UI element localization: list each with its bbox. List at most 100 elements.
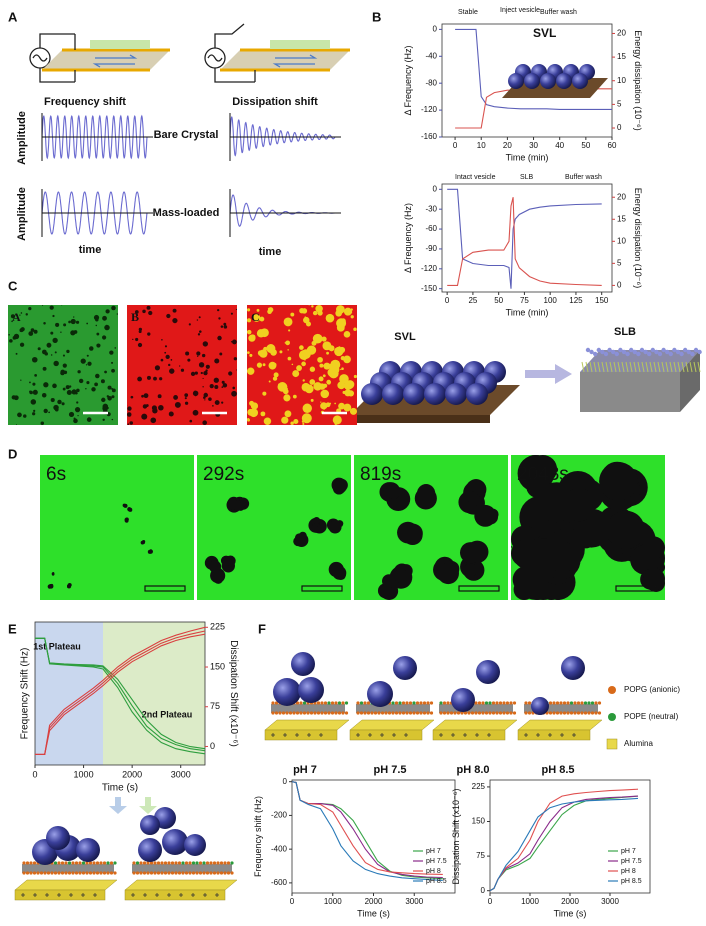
substrate-side: [350, 415, 490, 423]
x-tick-label: 2000: [365, 897, 383, 906]
micrograph-spot: [302, 403, 312, 413]
lipid-tail: [677, 361, 681, 373]
headgroup: [359, 711, 364, 715]
micrograph-spot: [146, 375, 151, 380]
charge-sign: [463, 733, 467, 737]
micrograph-spot: [28, 331, 34, 336]
domain: [642, 536, 666, 560]
domain: [298, 531, 307, 540]
micrograph-spot: [299, 345, 304, 350]
scale-bar: [458, 585, 500, 592]
x-tick-label: 75: [520, 296, 529, 305]
headgroup: [295, 711, 300, 715]
micrograph-spot: [137, 376, 142, 382]
micrograph-spot: [256, 329, 266, 338]
micrograph-spot: [76, 401, 79, 404]
micrograph-spot: [94, 382, 98, 387]
headgroup: [212, 871, 217, 875]
micrograph-spot: [323, 362, 331, 370]
headgroup: [57, 871, 61, 875]
micrograph-spot: [96, 343, 101, 348]
annotation: Buffer wash: [565, 174, 602, 181]
time-label: 2043s: [517, 464, 569, 485]
micrograph-spot: [304, 359, 306, 361]
micrograph-spot: [223, 325, 228, 329]
headgroup: [657, 351, 663, 357]
x-tick-label: 50: [494, 296, 503, 305]
y-tick-label: -160: [421, 132, 438, 141]
micrograph-spot: [127, 412, 132, 417]
vesicle: [524, 73, 540, 89]
micrograph-spot: [68, 385, 72, 388]
headgroup: [408, 701, 413, 705]
headgroup: [181, 861, 185, 865]
ph-label: pH 8.0: [456, 764, 489, 776]
x-axis-label: Time (min): [506, 152, 549, 162]
headgroup: [109, 861, 114, 865]
x-tick-label: 2000: [561, 897, 579, 906]
headgroup: [195, 861, 199, 865]
domain: [225, 555, 236, 566]
micrograph-spot: [222, 383, 228, 388]
micrograph-spot: [66, 349, 70, 354]
lipid-tail: [685, 361, 689, 373]
charge-sign: [131, 893, 135, 897]
micrograph-spot: [77, 415, 79, 417]
headgroup: [274, 711, 279, 715]
micrograph-spot: [135, 337, 139, 342]
headgroup: [524, 711, 528, 715]
arrow: [139, 797, 157, 814]
headgroup: [99, 861, 103, 865]
headgroup: [142, 861, 147, 865]
micrograph-spot: [235, 308, 237, 311]
panel-label: A: [8, 9, 18, 24]
bilayer: [439, 704, 513, 713]
headgroup: [216, 861, 220, 865]
bilayer: [524, 704, 598, 713]
micrograph-spot: [33, 329, 38, 334]
headgroup: [429, 711, 434, 715]
headgroup: [632, 349, 637, 355]
headgroup: [327, 701, 331, 705]
headgroup: [566, 711, 570, 715]
micrographs: A B C 6s 292s 819s 2043s: [7, 305, 666, 601]
headgroup: [74, 861, 79, 865]
micrograph-spot: [54, 407, 59, 412]
vesicle: [393, 656, 417, 680]
micrograph-spot: [129, 421, 134, 425]
micrograph-spot: [62, 354, 65, 357]
micrograph-spot: [306, 345, 317, 355]
headgroup: [405, 701, 409, 705]
micrograph-spot: [86, 354, 89, 357]
vesicle: [291, 652, 315, 676]
headgroup: [195, 871, 199, 875]
scale-bar: [144, 585, 186, 592]
micrograph-spot: [284, 342, 287, 344]
micrograph-spot: [68, 411, 75, 418]
y-tick-label: 225: [472, 782, 486, 791]
micrograph-spot: [153, 376, 157, 381]
micrograph-spot: [173, 395, 178, 400]
panel-label: B: [372, 9, 381, 24]
y2-tick-label: 10: [617, 76, 626, 85]
micrograph-spot: [326, 379, 332, 385]
domain: [67, 584, 71, 589]
micrograph-spot: [203, 392, 208, 398]
headgroup: [95, 861, 100, 865]
scale-bar: [301, 585, 343, 592]
headgroup: [363, 701, 367, 705]
vesicle: [138, 838, 162, 862]
micrograph-spot: [111, 361, 114, 364]
micrograph-spot: [174, 401, 181, 408]
headgroup: [474, 701, 478, 705]
y-tick-label: -120: [421, 105, 438, 114]
headgroup: [50, 871, 54, 875]
y2-tick-label: 0: [617, 123, 622, 132]
domain: [226, 498, 238, 510]
micrograph-spot: [138, 330, 142, 334]
micrograph-spot: [130, 395, 134, 399]
headgroup: [639, 347, 645, 353]
micrograph-spot: [208, 397, 212, 401]
headgroup: [156, 861, 161, 865]
micrograph-spot: [236, 369, 237, 371]
